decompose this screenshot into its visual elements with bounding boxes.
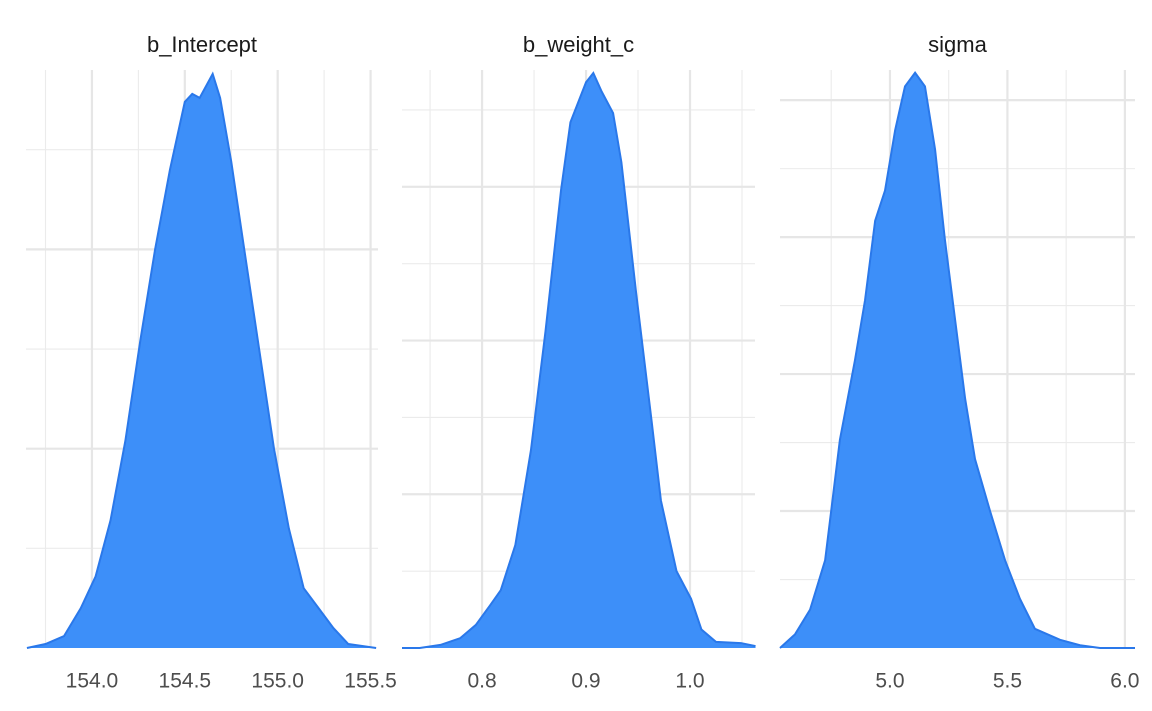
density-line — [779, 71, 1135, 649]
density-line — [402, 71, 756, 649]
x-tick-label: 5.0 — [875, 670, 904, 693]
x-tick-label: 6.0 — [1110, 670, 1139, 693]
panel: 0.8 0.9 1.0 b_weight_c — [402, 32, 756, 693]
x-tick-label: 154.5 — [159, 670, 212, 693]
panel: 154.0 154.5 155.0 155.5 b_Intercept — [26, 32, 397, 693]
x-tick-label: 0.9 — [571, 670, 600, 693]
panel: 5.0 5.5 6.0 sigma — [779, 32, 1139, 693]
x-tick-label: 154.0 — [66, 670, 119, 693]
panel-title: sigma — [928, 32, 987, 57]
x-tick-label: 5.5 — [993, 670, 1022, 693]
panel-title: b_Intercept — [147, 32, 257, 57]
x-tick-label: 155.0 — [251, 670, 304, 693]
density-area — [780, 72, 1135, 649]
density-area — [402, 73, 756, 649]
x-tick-label: 155.5 — [344, 670, 397, 693]
panel-title: b_weight_c — [523, 32, 634, 57]
density-line — [26, 71, 377, 649]
x-tick-label: 1.0 — [675, 670, 704, 693]
x-tick-label: 0.8 — [467, 670, 496, 693]
